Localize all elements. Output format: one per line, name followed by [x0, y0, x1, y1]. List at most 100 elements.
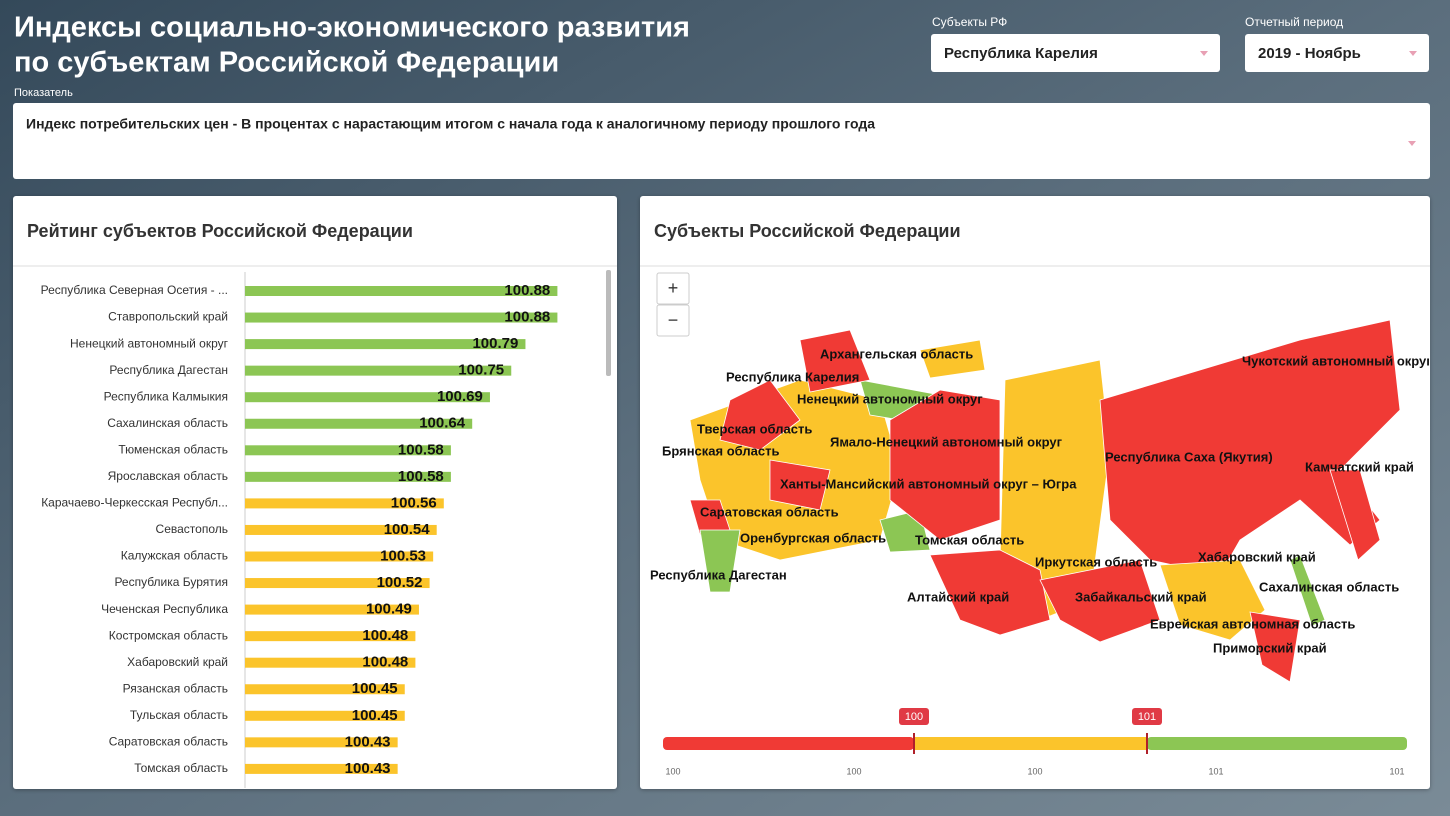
scale-segment — [1147, 737, 1407, 750]
title-line: Индексы социально-экономического развити… — [14, 12, 690, 44]
marker-badge — [899, 708, 929, 725]
value-label: 100.69 — [437, 388, 483, 405]
category-label: Саратовская область — [109, 735, 228, 749]
bar — [245, 498, 444, 509]
dropdown[interactable] — [1245, 34, 1429, 72]
category-label: Ненецкий автономный округ — [70, 336, 229, 350]
zoom-in[interactable]: + — [668, 278, 679, 298]
category-label: Республика Северная Осетия - ... — [41, 283, 228, 297]
bar — [245, 657, 416, 668]
value-label: 100.75 — [458, 362, 504, 379]
indicator-select[interactable] — [13, 103, 1430, 179]
zoom-button[interactable] — [656, 304, 690, 337]
dropdown-arrow[interactable] — [1408, 141, 1416, 146]
category-label: Калужская область — [121, 549, 228, 563]
bar — [245, 524, 437, 535]
region-label: Республика Карелия — [726, 369, 859, 384]
region-label: Архангельская область — [820, 346, 973, 361]
regions — [689, 319, 1401, 683]
bar — [245, 737, 398, 748]
value-label: 100.88 — [504, 282, 550, 299]
value-label: 100.45 — [352, 680, 398, 697]
value-label: 100.48 — [362, 627, 408, 644]
region[interactable] — [1249, 611, 1301, 683]
marker-label: 100 — [905, 711, 923, 723]
region[interactable] — [699, 529, 741, 593]
dropdown[interactable] — [931, 34, 1220, 72]
value-label: 100.49 — [366, 601, 412, 618]
scale-tick: 100 — [846, 766, 861, 776]
region-label: Камчатский край — [1305, 459, 1414, 474]
dropdown-value[interactable]: Республика Карелия — [944, 45, 1098, 62]
region-label: Еврейская автономная область — [1150, 616, 1355, 631]
category-label: Ставропольский край — [108, 310, 228, 324]
indicator-label: Показатель — [14, 87, 73, 99]
marker-badge — [1132, 708, 1162, 725]
region-label: Брянская область — [662, 443, 779, 458]
category-label: Рязанская область — [123, 681, 228, 695]
map: Архангельская область Республика Карелия Н… — [650, 319, 1429, 683]
scrollbar[interactable] — [606, 270, 611, 376]
value-label: 100.45 — [352, 707, 398, 724]
bar — [245, 339, 526, 350]
scale-tick: 101 — [1208, 766, 1223, 776]
region-label: Ненецкий автономный округ — [797, 391, 983, 406]
value-label: 100.54 — [384, 521, 431, 538]
dropdown-arrow[interactable] — [1200, 51, 1208, 56]
region[interactable] — [1289, 554, 1326, 627]
region[interactable] — [889, 389, 1001, 541]
scale-tick: 100 — [665, 766, 680, 776]
bar — [245, 445, 451, 456]
region[interactable] — [1039, 559, 1161, 643]
region-label: Саратовская область — [700, 504, 839, 519]
category-label: Костромская область — [109, 628, 228, 642]
indicator-value[interactable]: Индекс потребительских цен - В процентах… — [26, 116, 875, 132]
region[interactable] — [719, 379, 801, 451]
category-label: Томская область — [134, 761, 228, 775]
region-labels: Архангельская область Республика Карелия Н… — [650, 346, 1429, 655]
value-label: 100.43 — [345, 733, 391, 750]
bar — [245, 418, 473, 429]
value-label: 100.48 — [362, 654, 408, 671]
region-label: Томская область — [915, 532, 1024, 547]
bar — [245, 551, 434, 562]
region-label: Сахалинская область — [1259, 579, 1399, 594]
region-label: Республика Дагестан — [650, 567, 787, 582]
region-label: Тверская область — [697, 421, 812, 436]
dropdown-arrow[interactable] — [1409, 51, 1417, 56]
filter-label: Отчетный период — [1245, 15, 1343, 29]
category-label: Карачаево-Черкесская Республ... — [41, 496, 228, 510]
title-line: по субъектам Российской Федерации — [14, 47, 559, 79]
bar — [245, 684, 405, 695]
region[interactable] — [919, 339, 986, 379]
filter-label: Субъекты РФ — [932, 15, 1007, 29]
region[interactable] — [1329, 469, 1381, 561]
region-label: Забайкальский край — [1075, 589, 1207, 604]
bar — [245, 471, 451, 482]
region[interactable] — [1159, 559, 1266, 641]
color-scale: 100 101 100 100 100 101 101 — [663, 708, 1407, 776]
category-label: Республика Бурятия — [114, 575, 228, 589]
region-label: Ханты-Мансийский автономный округ – Югра — [780, 476, 1077, 491]
value-label: 100.56 — [391, 494, 437, 511]
bar — [245, 604, 419, 615]
zoom-out[interactable]: − — [668, 310, 679, 330]
region-label: Приморский край — [1213, 640, 1327, 655]
scale-segment — [914, 737, 1147, 750]
dropdown-value[interactable]: 2019 - Ноябрь — [1258, 45, 1361, 62]
value-label: 100.52 — [377, 574, 423, 591]
bar — [245, 578, 430, 589]
region-label: Иркутская область — [1035, 554, 1157, 569]
category-label: Севастополь — [156, 522, 228, 536]
region-label: Алтайский край — [907, 589, 1009, 604]
region-label: Оренбургская область — [740, 530, 886, 545]
bar — [245, 763, 398, 774]
region[interactable] — [769, 459, 831, 511]
zoom-button[interactable] — [656, 272, 690, 305]
category-label: Ярославская область — [108, 469, 228, 483]
region[interactable] — [929, 549, 1051, 636]
region[interactable] — [799, 329, 871, 393]
panel-title: Субъекты Российской Федерации — [654, 221, 961, 241]
